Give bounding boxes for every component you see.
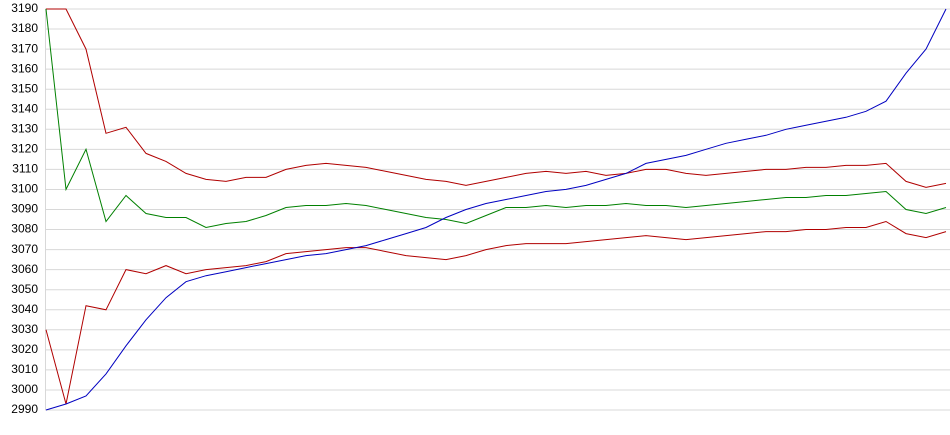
y-tick-label: 3180 [11,21,38,35]
y-tick-label: 3070 [11,242,38,256]
y-tick-label: 3190 [11,1,38,15]
y-tick-label: 3150 [11,81,38,95]
y-tick-label: 3080 [11,222,38,236]
y-tick-label: 3030 [11,322,38,336]
y-tick-label: 3130 [11,121,38,135]
line-series [45,220,947,405]
y-tick-label: 2990 [11,402,38,416]
y-tick-label: 3020 [11,342,38,356]
y-tick-label: 3040 [11,302,38,316]
y-tick-label: 3110 [12,162,38,176]
y-tick-label: 3120 [11,142,38,156]
line-series [45,8,947,229]
y-tick-label: 3050 [11,282,38,296]
y-tick-label: 3010 [11,362,38,376]
y-tick-label: 3140 [11,101,38,115]
line-series [46,8,947,188]
y-tick-label: 3170 [11,41,38,55]
y-tick-label: 3090 [11,202,38,216]
y-tick-label: 3000 [11,382,38,396]
line-series [45,8,947,411]
y-tick-label: 3160 [11,61,38,75]
y-tick-label: 3060 [11,262,38,276]
y-tick-label: 3100 [11,182,38,196]
